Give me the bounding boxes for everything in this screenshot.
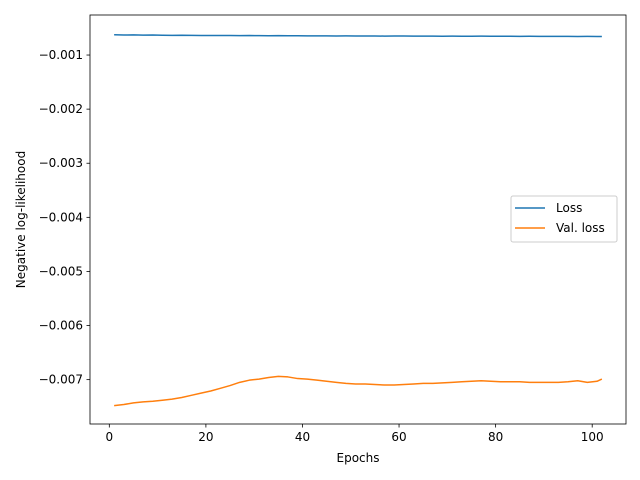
- legend: Loss Val. loss: [510, 195, 618, 243]
- y-tick-label: −0.003: [39, 156, 83, 170]
- x-tick-label: 100: [581, 430, 604, 444]
- series-line-val-loss: [114, 375, 603, 407]
- y-tick-label: −0.002: [39, 102, 83, 116]
- x-axis-ticks: 0 20 40 60 80 100: [105, 424, 604, 444]
- y-tick-label: −0.004: [39, 210, 83, 224]
- x-tick-label: 40: [295, 430, 310, 444]
- x-tick-label: 60: [391, 430, 406, 444]
- x-tick-label: 80: [488, 430, 503, 444]
- y-tick-label: −0.005: [39, 264, 83, 278]
- y-tick-label: −0.001: [39, 48, 83, 62]
- series-line-loss: [114, 34, 602, 38]
- legend-label-loss: Loss: [556, 201, 582, 215]
- y-axis-ticks: −0.001 −0.002 −0.003 −0.004 −0.005 −0.006 −0.0…: [39, 48, 90, 387]
- y-tick-label: −0.007: [39, 373, 83, 387]
- y-axis-label: Negative log-likelihood: [14, 151, 28, 288]
- x-tick-label: 20: [198, 430, 213, 444]
- series-layer: [114, 34, 603, 407]
- plot-area: [89, 14, 627, 425]
- legend-label-val-loss: Val. loss: [556, 221, 605, 235]
- y-tick-label: −0.006: [39, 319, 83, 333]
- axes-frame: [89, 14, 627, 425]
- x-axis-label: Epochs: [337, 451, 380, 465]
- x-tick-label: 0: [105, 430, 113, 444]
